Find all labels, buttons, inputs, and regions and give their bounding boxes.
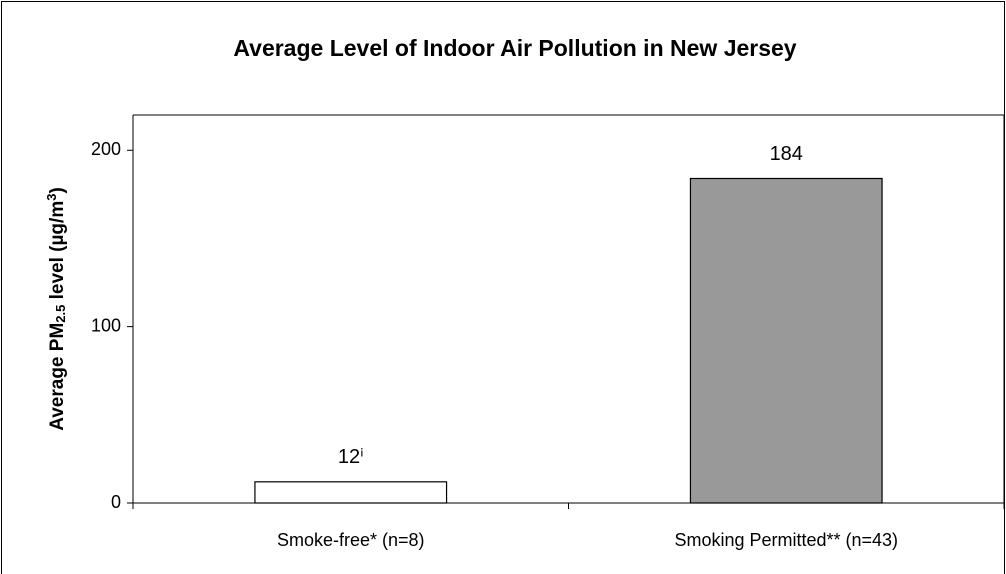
y-axis-label-part: 2.5 [53, 305, 68, 323]
y-axis-label-part: ) [47, 187, 68, 193]
bar [254, 481, 448, 504]
y-axis-label-part: level (µg/m [47, 201, 68, 305]
y-tick-label: 200 [91, 139, 121, 159]
y-axis-label-part: 3 [44, 194, 59, 201]
x-tick-label: Smoke-free* (n=8) [277, 530, 425, 550]
y-axis-label: Average PM2.5 level (µg/m3) [44, 187, 68, 431]
y-tick-label: 0 [111, 492, 121, 512]
bar [689, 177, 883, 504]
value-label: 184 [770, 143, 803, 165]
y-tick-label: 100 [91, 315, 121, 335]
y-axis-label-part: Average PM [47, 323, 68, 431]
x-tick-label: Smoking Permitted** (n=43) [674, 530, 898, 550]
value-label: 12ⁱ [338, 446, 364, 468]
chart-title: Average Level of Indoor Air Pollution in… [233, 35, 796, 61]
